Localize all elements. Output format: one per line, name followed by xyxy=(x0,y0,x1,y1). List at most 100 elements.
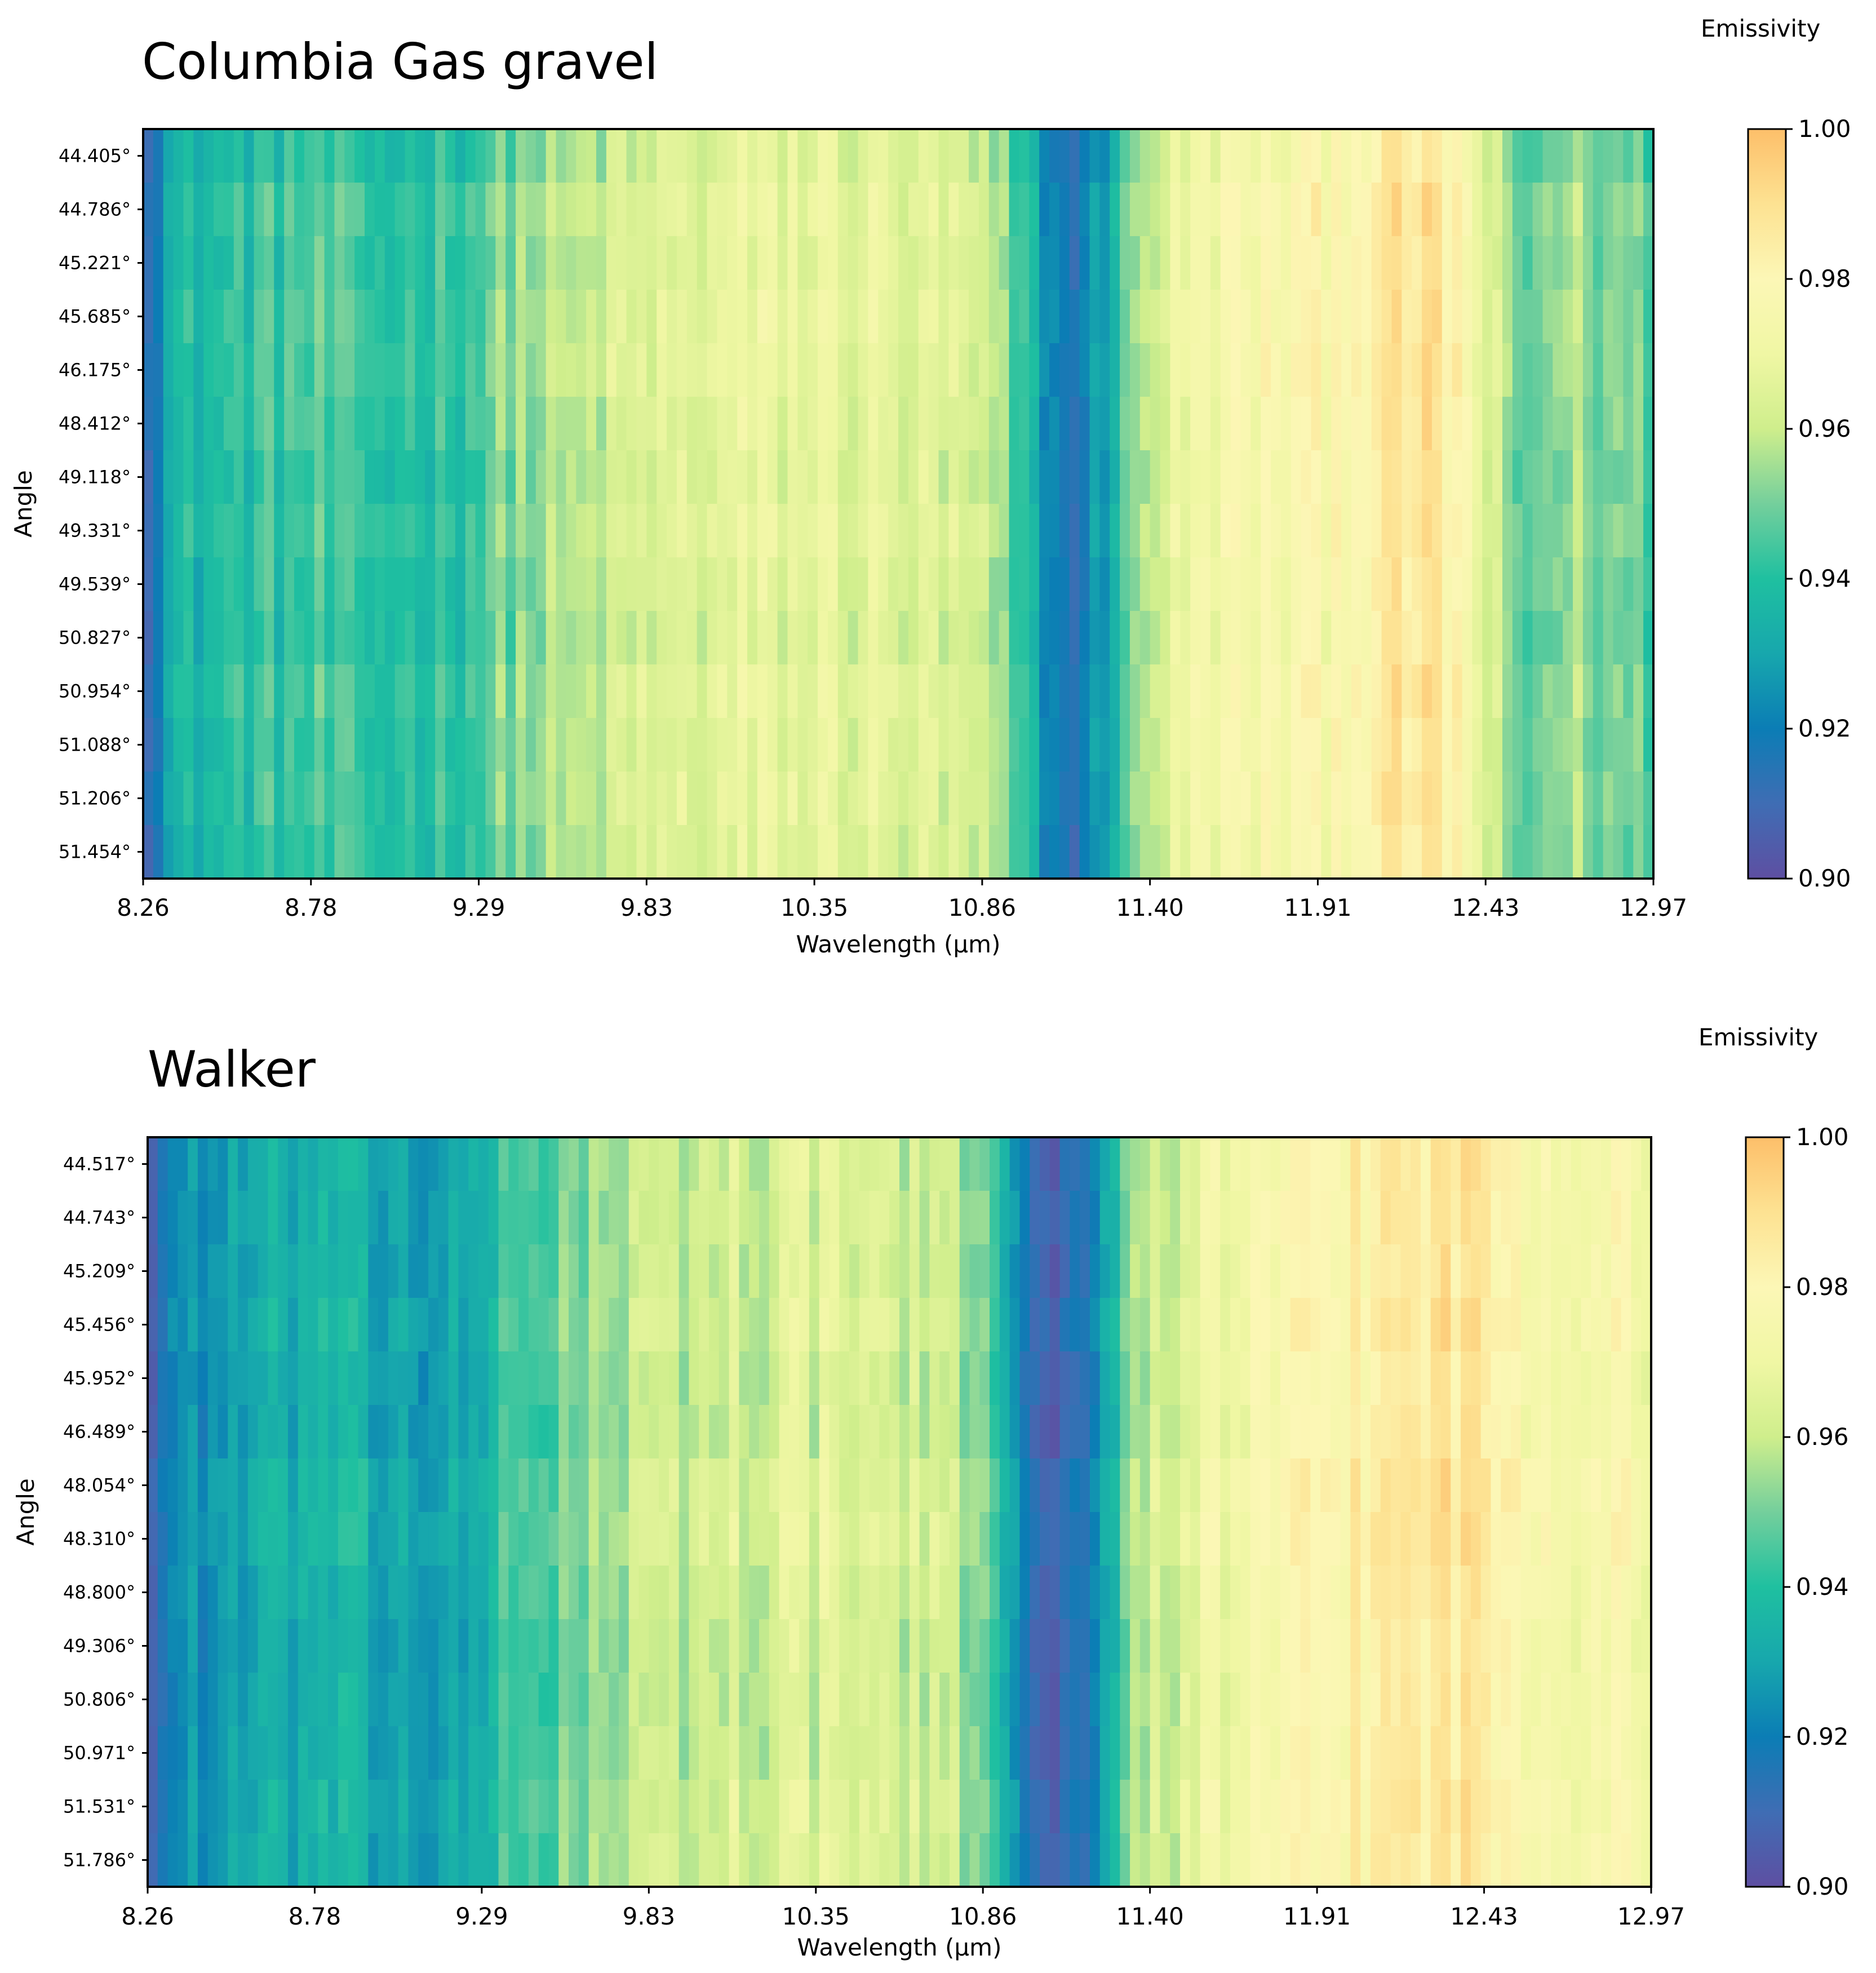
heatmap-cell xyxy=(1621,1619,1632,1673)
heatmap-cell xyxy=(1491,1298,1501,1352)
heatmap-cell xyxy=(318,1566,329,1620)
heatmap-cell xyxy=(314,397,325,451)
heatmap-cell xyxy=(747,290,758,344)
heatmap-cell xyxy=(1391,664,1402,719)
heatmap-cell xyxy=(777,664,788,719)
heatmap-cell xyxy=(1381,718,1392,772)
heatmap-cell xyxy=(488,1780,499,1834)
heatmap-cell xyxy=(218,1780,228,1834)
heatmap-cell xyxy=(328,1351,339,1406)
heatmap-cell xyxy=(948,450,959,504)
heatmap-cell xyxy=(1260,1512,1271,1566)
heatmap-cell xyxy=(535,772,547,826)
heatmap-cell xyxy=(1431,129,1443,183)
heatmap-cell xyxy=(1532,343,1544,397)
heatmap-cell xyxy=(1331,772,1342,826)
heatmap-cell xyxy=(243,772,255,826)
heatmap-cell xyxy=(777,397,788,451)
heatmap-cell xyxy=(465,664,476,719)
heatmap-cell xyxy=(1532,718,1544,772)
heatmap-cell xyxy=(438,1619,449,1673)
heatmap-cell xyxy=(1321,343,1332,397)
heatmap-cell xyxy=(649,1566,659,1620)
heatmap-cell xyxy=(1190,1298,1201,1352)
heatmap-cell xyxy=(1210,1833,1221,1887)
heatmap-cell xyxy=(1482,450,1493,504)
heatmap-cell xyxy=(1461,1619,1471,1673)
heatmap-cell xyxy=(1059,1512,1070,1566)
heatmap-cell xyxy=(759,1726,770,1780)
heatmap-cell xyxy=(919,1566,930,1620)
heatmap-cell xyxy=(858,504,868,558)
heatmap-cell xyxy=(1351,504,1362,558)
heatmap-cell xyxy=(173,664,184,719)
heatmap-cell xyxy=(374,236,385,290)
heatmap-cell xyxy=(1030,1780,1040,1834)
heatmap-cell xyxy=(1451,1780,1461,1834)
heatmap-cell xyxy=(678,1458,690,1513)
heatmap-cell xyxy=(228,1191,238,1245)
heatmap-cell xyxy=(1200,1619,1210,1673)
heatmap-cell xyxy=(1451,1137,1461,1191)
heatmap-cell xyxy=(797,129,808,183)
heatmap-cell xyxy=(978,611,990,665)
heatmap-cell xyxy=(1361,236,1372,290)
heatmap-cell xyxy=(1220,1191,1231,1245)
heatmap-cell xyxy=(258,1405,269,1459)
heatmap-cell xyxy=(1009,397,1019,451)
heatmap-cell xyxy=(636,825,647,879)
heatmap-cell xyxy=(1099,290,1110,344)
heatmap-cell xyxy=(779,1619,790,1673)
heatmap-cell xyxy=(1553,664,1563,719)
heatmap-cell xyxy=(1210,236,1221,290)
heatmap-cell xyxy=(1641,1619,1652,1673)
heatmap-cell xyxy=(1430,1244,1442,1298)
heatmap-cell xyxy=(990,1726,1000,1780)
heatmap-cell xyxy=(1461,1726,1471,1780)
heatmap-cell xyxy=(1240,1833,1251,1887)
heatmap-cell xyxy=(1563,718,1573,772)
heatmap-cell xyxy=(405,557,415,611)
heatmap-cell xyxy=(525,129,536,183)
heatmap-cell xyxy=(374,343,385,397)
heatmap-cell xyxy=(697,129,708,183)
heatmap-cell xyxy=(1260,1191,1271,1245)
heatmap-cell xyxy=(488,1833,499,1887)
heatmap-cell xyxy=(566,343,576,397)
heatmap-cell xyxy=(458,1833,469,1887)
heatmap-cell xyxy=(1200,664,1211,719)
heatmap-cell xyxy=(676,557,688,611)
heatmap-cell xyxy=(739,1244,749,1298)
heatmap-cell xyxy=(919,1673,930,1727)
heatmap-cell xyxy=(1139,1191,1151,1245)
heatmap-cell xyxy=(869,1512,880,1566)
heatmap-cell xyxy=(858,611,868,665)
heatmap-cell xyxy=(1551,1298,1562,1352)
heatmap-cell xyxy=(445,825,456,879)
heatmap-cell xyxy=(448,1619,459,1673)
heatmap-cell xyxy=(586,557,597,611)
heatmap-cell xyxy=(1200,504,1211,558)
heatmap-cell xyxy=(1370,1726,1381,1780)
heatmap-cell xyxy=(1431,343,1443,397)
heatmap-cell xyxy=(298,1833,309,1887)
heatmap-cell xyxy=(1491,1244,1501,1298)
heatmap-cell xyxy=(849,1673,860,1727)
heatmap-cell xyxy=(990,1244,1000,1298)
heatmap-cell xyxy=(1139,397,1151,451)
heatmap-cell xyxy=(525,236,536,290)
heatmap-cell xyxy=(697,236,708,290)
heatmap-cell xyxy=(1480,1619,1492,1673)
heatmap-cell xyxy=(508,1619,519,1673)
heatmap-cell xyxy=(193,450,204,504)
heatmap-cell xyxy=(203,504,214,558)
heatmap-cell xyxy=(1280,290,1292,344)
heatmap-cell xyxy=(304,183,315,237)
heatmap-cell xyxy=(1210,397,1221,451)
heatmap-cell xyxy=(1461,1566,1471,1620)
heatmap-cell xyxy=(1311,129,1321,183)
heatmap-cell xyxy=(448,1566,459,1620)
heatmap-cell xyxy=(779,1191,790,1245)
heatmap-cell xyxy=(228,1244,238,1298)
heatmap-cell xyxy=(318,1512,329,1566)
